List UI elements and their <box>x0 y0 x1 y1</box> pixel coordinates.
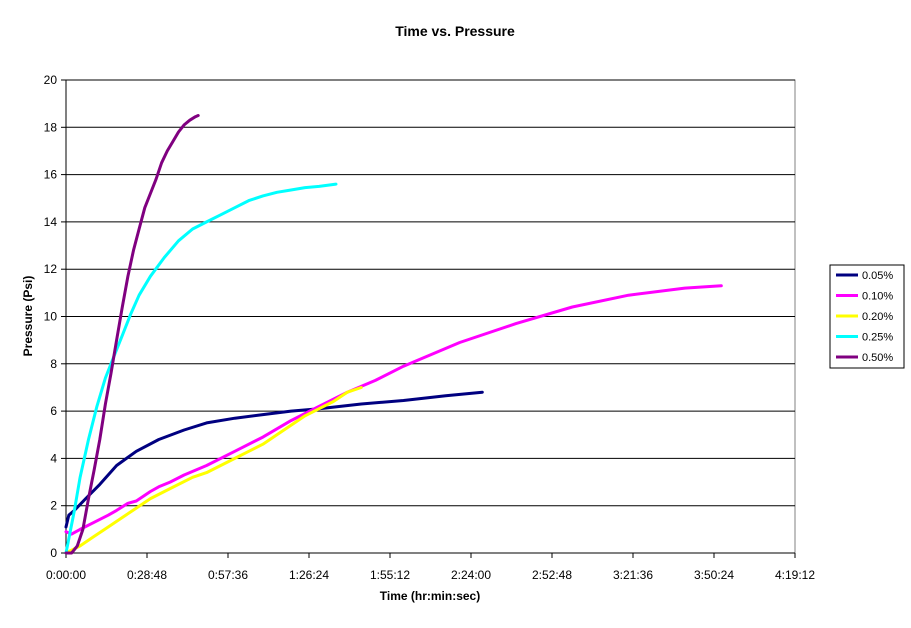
x-axis-label: Time (hr:min:sec) <box>380 589 480 603</box>
legend: 0.05% 0.10% 0.20% 0.25% 0.50% <box>829 264 905 369</box>
legend-label: 0.50% <box>862 352 893 364</box>
y-tick-label: 10 <box>44 310 58 324</box>
series-line-0.10% <box>64 284 723 536</box>
x-tick-label: 1:26:24 <box>289 568 329 582</box>
y-tick-label: 4 <box>50 451 57 465</box>
x-tick-label: 3:21:36 <box>613 568 653 582</box>
axes: 0 2 4 6 8 10 12 14 16 18 20 0:00:00 0:28:48 0:57:36 1:… <box>44 73 816 582</box>
y-tick-label: 8 <box>50 357 57 371</box>
legend-label: 0.25% <box>862 332 893 344</box>
y-tick-label: 2 <box>50 499 57 513</box>
y-tick-label: 12 <box>44 262 58 276</box>
series-lines <box>64 114 723 555</box>
y-tick-label: 6 <box>50 404 57 418</box>
y-tick-label: 20 <box>44 73 58 87</box>
series-line-0.05% <box>64 390 484 529</box>
y-tick-label: 16 <box>44 168 58 182</box>
legend-label: 0.10% <box>862 291 893 303</box>
x-tick-label: 0:28:48 <box>127 568 167 582</box>
y-axis-label: Pressure (Psi) <box>21 276 35 357</box>
x-tick-label: 1:55:12 <box>370 568 410 582</box>
x-tick-label: 3:50:24 <box>694 568 734 582</box>
x-tick-label: 0:00:00 <box>46 568 86 582</box>
series-line-0.25% <box>64 182 338 555</box>
grid-lines <box>66 79 795 507</box>
x-tick-label: 0:57:36 <box>208 568 248 582</box>
chart-title: Time vs. Pressure <box>395 23 515 39</box>
series-line-0.20% <box>64 386 363 555</box>
y-tick-label: 0 <box>50 546 57 560</box>
series-line-0.50% <box>64 114 200 555</box>
legend-label: 0.20% <box>862 311 893 323</box>
x-tick-label: 2:24:00 <box>451 568 491 582</box>
x-tick-label: 2:52:48 <box>532 568 572 582</box>
y-tick-label: 18 <box>44 120 58 134</box>
x-tick-label: 4:19:12 <box>775 568 815 582</box>
legend-label: 0.05% <box>862 270 893 282</box>
y-tick-label: 14 <box>44 215 58 229</box>
